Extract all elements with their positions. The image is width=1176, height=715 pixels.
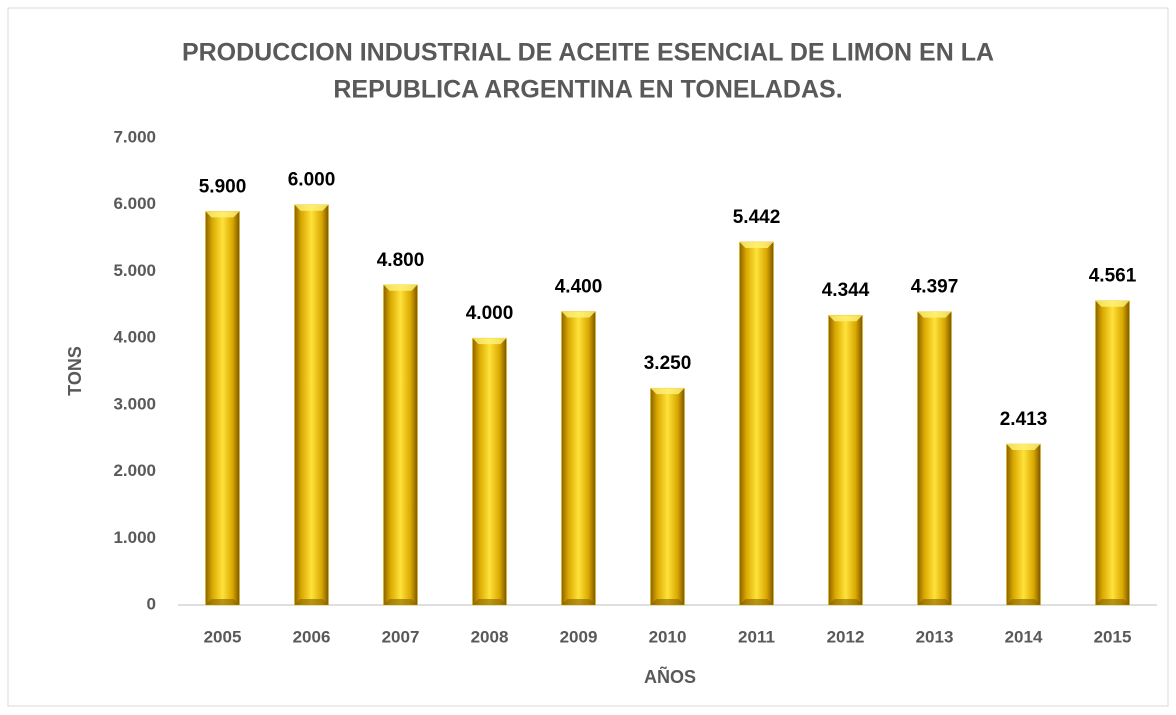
x-tick-label: 2013	[916, 627, 954, 646]
x-tick-label: 2009	[560, 627, 598, 646]
chart-title: PRODUCCION INDUSTRIAL DE ACEITE ESENCIAL…	[182, 39, 994, 67]
x-tick-label: 2012	[827, 627, 865, 646]
bar	[294, 204, 329, 606]
y-tick-label: 2.000	[113, 461, 156, 480]
data-label: 4.800	[377, 250, 425, 271]
y-tick-label: 7.000	[113, 127, 156, 146]
x-tick-label: 2006	[293, 627, 331, 646]
bar-bevel	[917, 311, 952, 318]
x-tick-label: 2015	[1094, 627, 1132, 646]
data-label: 5.442	[733, 207, 781, 228]
data-label: 3.250	[644, 353, 692, 374]
bar-bevel	[1095, 599, 1130, 605]
chart-title: REPUBLICA ARGENTINA EN TONELADAS.	[333, 76, 842, 104]
bar-bevel	[472, 338, 507, 345]
bar	[205, 211, 240, 606]
bar	[472, 337, 507, 606]
x-tick-label: 2007	[382, 627, 420, 646]
data-label: 2.413	[1000, 409, 1048, 430]
bar-bevel	[828, 599, 863, 605]
x-tick-label: 2010	[649, 627, 687, 646]
x-axis-label: AÑOS	[644, 666, 696, 687]
bar-bevel	[294, 204, 329, 211]
bar	[650, 387, 685, 606]
y-tick-label: 5.000	[113, 261, 156, 280]
bar	[561, 311, 596, 606]
bar-bevel	[205, 599, 240, 605]
bar-bevel	[650, 388, 685, 395]
bar-bevel	[1095, 300, 1130, 307]
bar-bevel	[828, 315, 863, 322]
x-tick-label: 2008	[471, 627, 509, 646]
y-tick-label: 0	[147, 594, 156, 613]
x-tick-label: 2014	[1005, 627, 1043, 646]
x-tick-label: 2005	[204, 627, 242, 646]
bar-bevel	[739, 599, 774, 605]
y-axis-label: TONS	[65, 346, 85, 396]
bar-bevel	[1006, 444, 1041, 451]
y-tick-label: 1.000	[113, 528, 156, 547]
data-label: 4.400	[555, 276, 603, 297]
bar-bevel	[294, 599, 329, 605]
x-tick-label: 2011	[738, 627, 775, 646]
data-label: 4.000	[466, 303, 514, 324]
data-label: 4.397	[911, 277, 959, 298]
bar-bevel	[383, 284, 418, 291]
bar	[828, 314, 863, 606]
bar-bevel	[205, 211, 240, 218]
bar	[383, 284, 418, 606]
data-label: 5.900	[199, 176, 247, 197]
bar	[739, 241, 774, 606]
bar-bevel	[650, 599, 685, 605]
bar-bevel	[739, 241, 774, 248]
bar	[917, 311, 952, 606]
y-tick-label: 3.000	[113, 394, 156, 413]
bar-bevel	[1006, 599, 1041, 605]
y-tick-label: 4.000	[113, 328, 156, 347]
data-label: 4.561	[1089, 266, 1137, 287]
bar-bevel	[561, 311, 596, 318]
bar-bevel	[472, 599, 507, 605]
bar-bevel	[383, 599, 418, 605]
bar-bevel	[561, 599, 596, 605]
y-tick-label: 6.000	[113, 194, 156, 213]
bar-bevel	[917, 599, 952, 605]
bar	[1006, 443, 1041, 606]
data-label: 6.000	[288, 170, 336, 191]
data-label: 4.344	[822, 280, 870, 301]
bar	[1095, 300, 1130, 606]
